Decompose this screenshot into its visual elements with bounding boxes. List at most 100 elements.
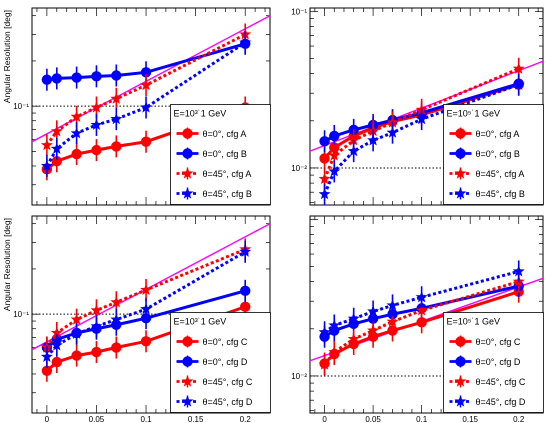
legend-entry-2: θ=0°, cfg D [176,355,248,368]
legend-marker [182,148,193,159]
legend-entry-1: θ=0°, cfg A [449,127,519,140]
data-point [329,130,340,142]
legend-label: θ=45°, cfg C [476,377,526,387]
y-axis-title: Angular Resolution [deg] [2,218,12,311]
y-tick-label: 10⁻¹ [13,102,29,111]
data-point [416,317,427,328]
legend-label: θ=45°, cfg D [476,397,526,407]
data-point [367,134,380,146]
data-point [140,336,152,347]
legend-marker [182,356,193,367]
data-point [70,327,83,339]
data-point [328,345,341,358]
data-point [110,295,123,308]
legend: E=10⁵˙1 GeV θ=0°, cfg A θ=0°, cfg B θ=45°, … [443,104,544,205]
legend-entry-1: θ=0°, cfg C [176,335,248,348]
legend-marker [455,336,466,347]
data-point [239,36,252,48]
data-point [239,245,252,257]
plot-area [310,260,543,377]
legend-title: E=10³˙1 GeV [174,109,227,119]
legend-marker [454,395,467,407]
legend-marker [181,395,194,407]
data-point [319,136,330,147]
data-point [512,62,525,74]
data-point [386,299,399,311]
legend-marker [454,187,467,199]
data-point [347,332,360,345]
legend-label: θ=45°, cfg B [476,189,525,199]
data-point [512,265,525,277]
legend-marker [181,187,194,199]
data-point [318,325,331,338]
legend-title: E=10³˙1 GeV [174,317,227,327]
legend-entry-2: θ=0°, cfg B [449,147,520,160]
legend-label: θ=45°, cfg A [476,169,525,179]
series-4 [40,240,252,368]
data-point [318,172,331,185]
legend-label: θ=45°, cfg C [203,377,253,387]
legend-title: E=10⁵˙1 GeV [447,109,501,119]
data-point [50,142,63,154]
data-point [41,74,53,85]
plot-area [310,57,543,205]
data-point [415,112,428,125]
x-tick-label: 0 [322,415,327,423]
legend-entry-3: θ=45°, cfg C [176,375,253,388]
series-4 [40,31,252,177]
legend-entry-4: θ=45°, cfg B [449,187,525,200]
legend-title: E=10⁵˙1 GeV [447,317,501,327]
chart-panel-2: 10⁻¹ 10⁻² E=10⁵˙1 GeV θ=0°, cfg A θ=0°, cfg … [291,7,544,206]
data-point [415,304,428,316]
x-tick-label: 0.15 [462,415,478,423]
x-tick-label: 0 [45,415,50,423]
data-point [328,319,341,331]
legend-entry-2: θ=0°, cfg B [176,147,247,160]
x-tick-label: 0.2 [513,415,525,423]
data-point [50,339,63,351]
legend-marker [182,128,193,139]
legend-label: θ=0°, cfg D [476,357,521,367]
data-point [110,112,123,125]
data-point [70,313,83,325]
data-point [111,141,122,152]
data-point [240,285,251,297]
data-point [512,78,525,90]
y-tick-label: 10⁻¹ [13,310,29,319]
series-2 [41,32,251,91]
legend-label: θ=45°, cfg D [203,397,253,407]
legend-marker [182,336,193,347]
data-point [51,73,62,84]
y-axis-title: Angular Resolution [deg] [2,10,12,103]
x-tick-label: 0.05 [89,415,105,423]
data-point [386,126,399,138]
data-point [71,148,82,160]
legend-label: θ=0°, cfg C [476,337,521,347]
x-tick-label: 0.2 [240,415,252,423]
legend-entry-4: θ=45°, cfg D [449,395,526,408]
legend-label: θ=0°, cfg C [203,337,248,347]
legend-entry-4: θ=45°, cfg B [176,187,252,200]
legend: E=10³˙1 GeV θ=0°, cfg A θ=0°, cfg B θ=45°, … [170,104,271,205]
legend-entry-3: θ=45°, cfg A [176,167,251,180]
data-point [41,365,53,376]
data-point [347,134,360,146]
legend-entry-4: θ=45°, cfg D [176,395,253,408]
data-point [70,110,83,122]
data-point [319,153,330,164]
data-point [386,315,399,327]
data-point [71,72,82,83]
series-4 [318,73,525,205]
data-point [50,326,63,339]
legend-label: θ=0°, cfg B [476,149,520,159]
legend-entry-2: θ=0°, cfg D [449,355,521,368]
data-point [140,136,152,147]
data-point [51,356,62,368]
data-point [40,159,53,172]
data-point [40,350,53,362]
data-point [140,283,153,296]
y-tick-label: 10⁻² [291,372,307,381]
data-point [240,301,251,312]
